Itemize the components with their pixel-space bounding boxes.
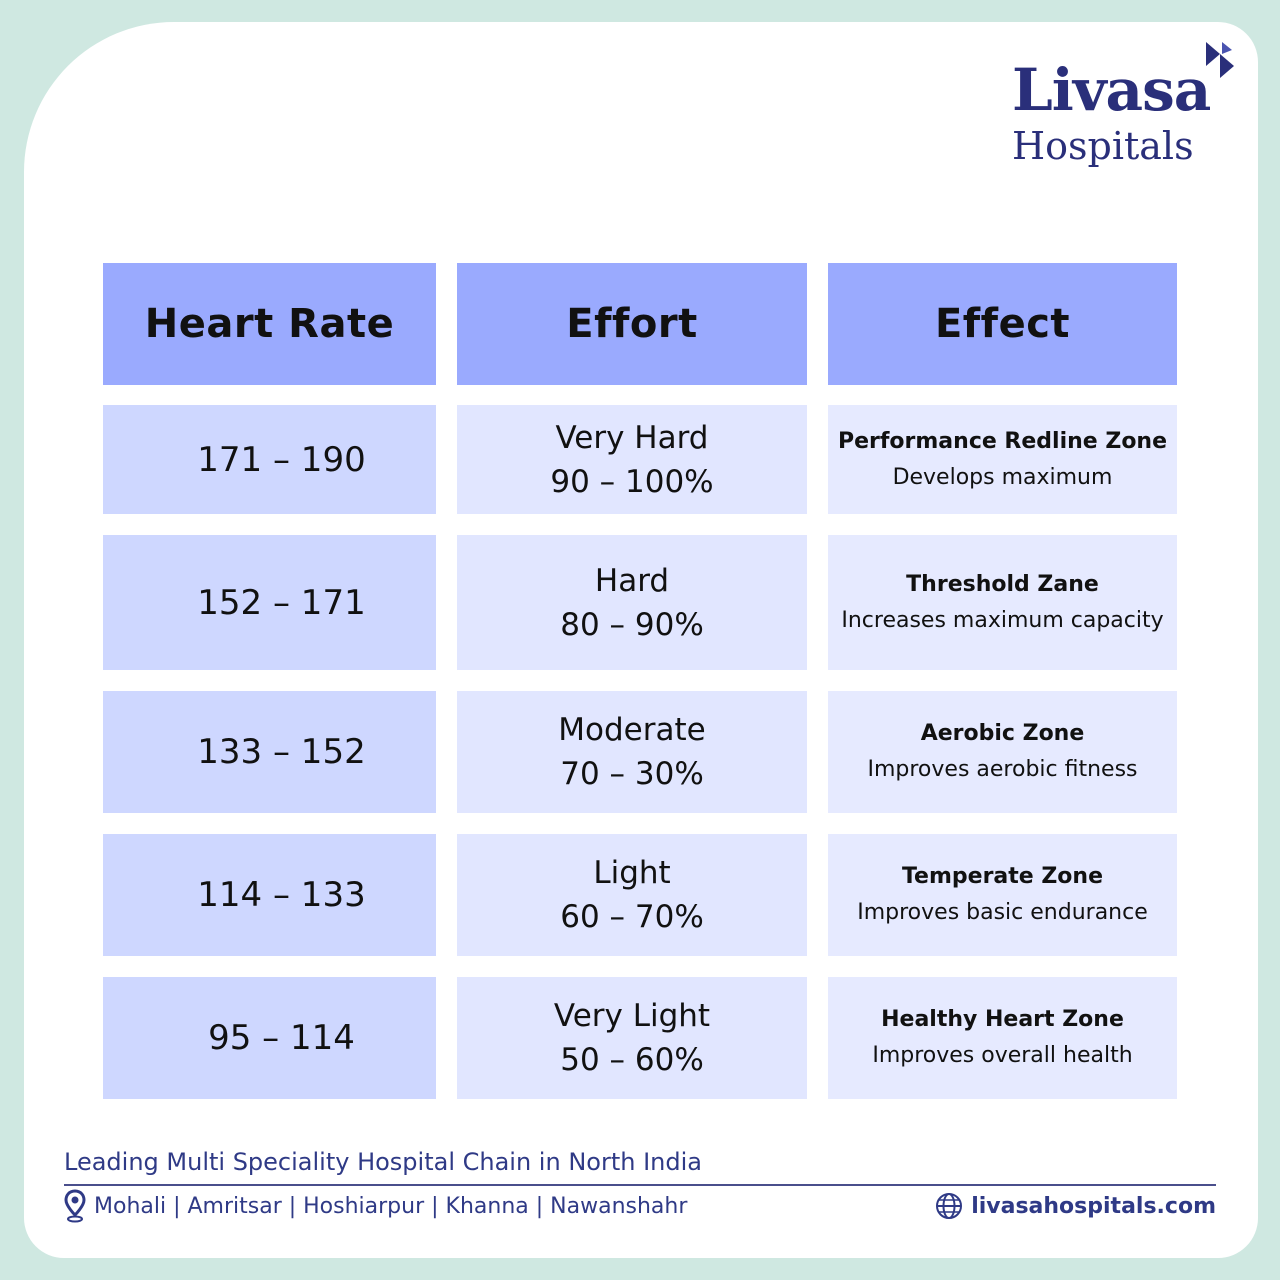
effort-label: Light xyxy=(593,855,671,891)
heart-rate-cell: 133 – 152 xyxy=(103,691,436,813)
footer-tagline: Leading Multi Speciality Hospital Chain … xyxy=(64,1148,702,1176)
effort-percent: 80 – 90% xyxy=(560,606,704,643)
effort-cell: Hard 80 – 90% xyxy=(457,535,807,670)
footer-locations: Mohali | Amritsar | Hoshiarpur | Khanna … xyxy=(64,1188,687,1224)
heart-rate-cell: 152 – 171 xyxy=(103,535,436,670)
brand-logo: Livasa Hospitals xyxy=(1012,42,1242,178)
heart-rate-cell: 171 – 190 xyxy=(103,405,436,514)
zone-benefit: Improves basic endurance xyxy=(857,900,1148,925)
effort-label: Hard xyxy=(594,562,670,599)
website-link[interactable]: livasahospitals.com xyxy=(971,1193,1216,1219)
effort-label: Very Light xyxy=(553,998,711,1034)
zone-benefit: Improves overall health xyxy=(872,1043,1133,1068)
header-effort: Effort xyxy=(457,263,807,385)
effort-label: Very Hard xyxy=(555,419,709,456)
footer-cities: Mohali | Amritsar | Hoshiarpur | Khanna … xyxy=(94,1193,688,1219)
effect-cell: Threshold Zane Increases maximum capacit… xyxy=(828,535,1177,670)
effort-percent: 60 – 70% xyxy=(560,899,704,935)
effect-cell: Aerobic Zone Improves aerobic fitness xyxy=(828,691,1177,813)
header-heart-rate: Heart Rate xyxy=(103,263,436,385)
zone-benefit: Improves aerobic fitness xyxy=(867,757,1138,782)
globe-icon xyxy=(936,1193,963,1219)
zone-name: Performance Redline Zone xyxy=(837,428,1168,454)
effort-percent: 90 – 100% xyxy=(550,463,714,500)
map-pin-icon xyxy=(64,1189,86,1223)
brand-name: Livasa xyxy=(1012,56,1211,124)
zone-benefit: Increases maximum capacity xyxy=(841,607,1164,633)
zone-name: Temperate Zone xyxy=(901,864,1104,889)
zone-name: Healthy Heart Zone xyxy=(881,1007,1124,1032)
effect-cell: Temperate Zone Improves basic endurance xyxy=(828,834,1177,956)
effort-label: Moderate xyxy=(558,712,706,748)
effort-cell: Light 60 – 70% xyxy=(457,834,807,956)
effort-percent: 70 – 30% xyxy=(560,756,704,792)
effort-percent: 50 – 60% xyxy=(560,1042,704,1078)
heart-rate-cell: 114 – 133 xyxy=(103,834,436,956)
brand-subname: Hospitals xyxy=(1012,124,1194,168)
effect-cell: Healthy Heart Zone Improves overall heal… xyxy=(828,977,1177,1099)
heart-rate-cell: 95 – 114 xyxy=(103,977,436,1099)
effort-cell: Moderate 70 – 30% xyxy=(457,691,807,813)
zone-benefit: Develops maximum xyxy=(892,464,1113,490)
zone-name: Aerobic Zone xyxy=(920,721,1085,746)
header-effect: Effect xyxy=(828,263,1177,385)
brand-mark-icon xyxy=(1206,42,1234,78)
footer-divider xyxy=(64,1184,1216,1186)
effect-cell: Performance Redline Zone Develops maximu… xyxy=(828,405,1177,514)
zone-name: Threshold Zane xyxy=(906,571,1099,597)
effort-cell: Very Light 50 – 60% xyxy=(457,977,807,1099)
footer-website[interactable]: livasahospitals.com xyxy=(935,1188,1216,1224)
effort-cell: Very Hard 90 – 100% xyxy=(457,405,807,514)
